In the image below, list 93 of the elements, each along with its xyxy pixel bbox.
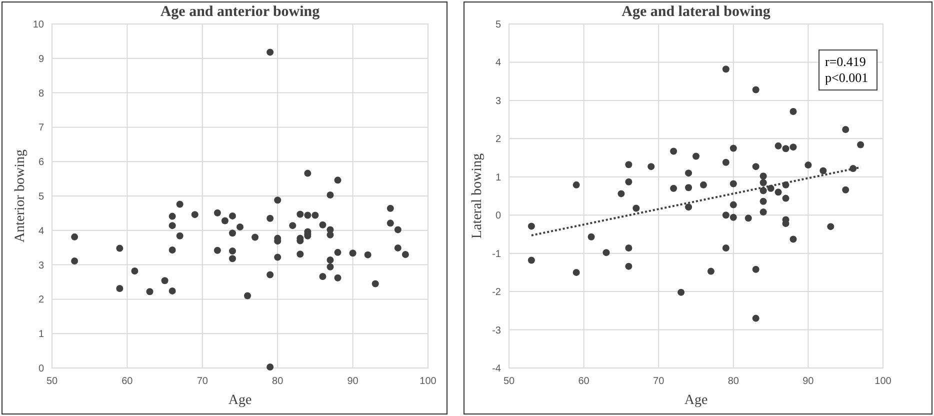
point	[752, 314, 760, 322]
x-tick-label: 80	[728, 376, 740, 387]
point	[730, 201, 737, 208]
point	[760, 172, 767, 180]
point	[820, 167, 827, 174]
point	[760, 179, 767, 186]
y-tick-label: 9	[38, 54, 44, 65]
point	[782, 194, 790, 202]
y-tick-label: 0	[495, 210, 502, 222]
point	[625, 161, 632, 168]
point	[842, 186, 850, 194]
x-tick-label: 70	[653, 376, 665, 387]
x-tick-label: 90	[347, 376, 359, 387]
y-tick-label: 5	[38, 192, 44, 202]
y-tick-label: 2	[38, 294, 44, 306]
y-tick-label: -3	[492, 325, 502, 336]
y-tick-label: 2	[495, 134, 502, 146]
point	[572, 181, 580, 188]
point	[790, 144, 797, 151]
y-tick-label: -4	[492, 364, 502, 374]
x-tick-label: 100	[420, 376, 437, 387]
point	[685, 184, 692, 192]
point	[685, 204, 692, 211]
x-tick-label: 50	[503, 376, 515, 387]
y-tick-label: 1	[495, 172, 502, 184]
point	[730, 144, 737, 152]
point	[744, 214, 752, 222]
point	[782, 145, 790, 152]
point	[528, 222, 535, 230]
point	[752, 266, 760, 273]
point	[648, 163, 655, 170]
point	[670, 148, 678, 155]
y-tick-label: 10	[32, 20, 44, 30]
x-tick-label: 50	[46, 376, 58, 387]
x-axis-title: Age	[228, 393, 252, 408]
point	[625, 178, 632, 186]
point	[752, 163, 760, 170]
point	[572, 268, 580, 276]
point	[827, 223, 834, 230]
point	[804, 162, 812, 169]
point	[760, 198, 767, 205]
annotation: r=0.419 p<0.001	[825, 54, 868, 85]
point	[730, 214, 737, 221]
point	[528, 256, 535, 264]
point	[790, 108, 797, 116]
point	[760, 208, 767, 216]
point	[722, 158, 730, 166]
y-tick-label: 0	[38, 364, 44, 374]
point	[722, 66, 730, 73]
point	[678, 288, 685, 296]
x-tick-label: 60	[122, 376, 134, 387]
y-tick-label: 4	[495, 58, 502, 69]
x-axis-title: Age	[684, 393, 708, 408]
point	[685, 170, 692, 177]
y-tick-label: 4	[38, 226, 44, 237]
x-tick-label: 90	[802, 376, 814, 387]
y-axis-title: Lateral bowing	[470, 153, 485, 239]
point	[625, 262, 632, 270]
y-tick-label: -1	[492, 248, 502, 260]
y-tick-label: 5	[495, 20, 502, 30]
y-tick-label: -2	[492, 287, 502, 298]
point	[722, 244, 730, 252]
point	[760, 187, 767, 194]
y-tick-label: 1	[38, 329, 44, 340]
point	[790, 236, 797, 243]
point	[618, 190, 625, 198]
y-tick-label: 3	[38, 260, 44, 272]
point	[692, 152, 700, 160]
point	[700, 181, 707, 188]
chart-title: Age and anterior bowing	[160, 4, 320, 20]
y-tick-label: 8	[38, 88, 44, 100]
point	[730, 180, 737, 188]
x-tick-label: 60	[578, 376, 590, 387]
point	[774, 188, 782, 196]
x-tick-label: 80	[272, 376, 284, 387]
x-tick-label: 100	[874, 376, 892, 387]
point	[722, 212, 730, 219]
y-tick-label: 3	[495, 96, 502, 107]
point	[602, 249, 610, 256]
point	[752, 86, 760, 94]
y-tick-label: 6	[38, 157, 44, 168]
point	[625, 244, 632, 252]
point	[632, 204, 640, 212]
point	[588, 233, 595, 240]
y-axis-title: Anterior bowing	[13, 150, 28, 242]
chart-title: Age and lateral bowing	[622, 4, 771, 20]
point	[670, 184, 678, 192]
point	[842, 126, 850, 133]
x-tick-label: 70	[196, 376, 208, 387]
point	[857, 141, 864, 148]
y-tick-label: 7	[38, 122, 44, 134]
point	[707, 268, 714, 275]
point	[774, 142, 782, 150]
